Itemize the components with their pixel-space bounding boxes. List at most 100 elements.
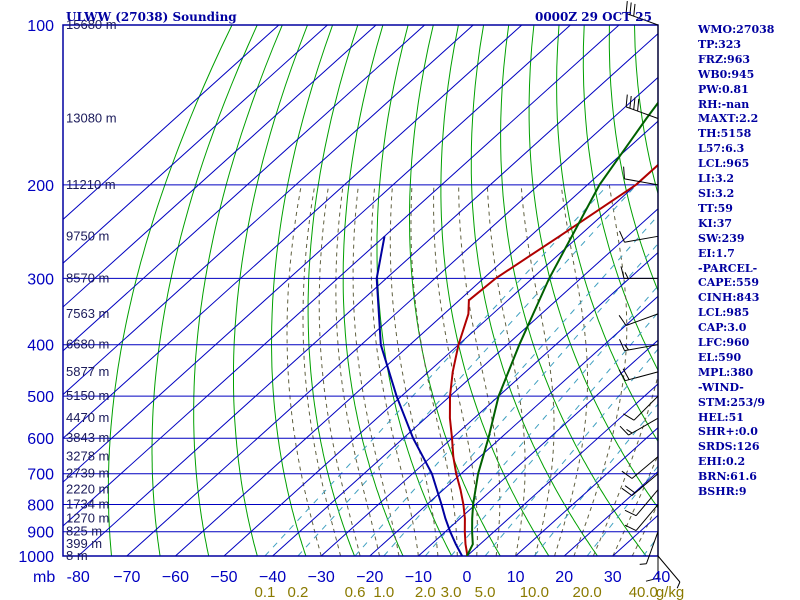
wind-barb: [645, 544, 659, 582]
isotherm: [272, 208, 658, 556]
index-item: TT:59: [698, 201, 733, 215]
temperature-tick-label: 0: [463, 569, 472, 586]
index-item: MAXT:2.2: [698, 112, 759, 126]
dry-adiabat: [270, 25, 334, 556]
wind-barb: [621, 456, 659, 479]
height-label: 5877 m: [66, 364, 109, 379]
isotherm: [63, 25, 474, 396]
isotherm: [369, 295, 658, 556]
wind-barb: [625, 94, 659, 119]
moist-adiabat: [335, 184, 380, 556]
height-label: 1734 m: [66, 497, 109, 512]
height-label: 1270 m: [66, 511, 109, 526]
pressure-tick-label: 100: [27, 18, 54, 35]
wind-barb: [657, 555, 681, 589]
wind-barb: [619, 230, 659, 243]
moist-adiabat: [573, 184, 628, 556]
moist-adiabat: [370, 184, 419, 556]
wind-barb: [623, 166, 659, 186]
index-item: RH:-nan: [698, 97, 750, 111]
mixing-ratio-tick-label: 40.0: [629, 584, 658, 600]
height-label: 11210 m: [66, 177, 116, 192]
dry-adiabat: [342, 25, 404, 556]
pressure-tick-label: 1000: [18, 549, 54, 566]
dry-adiabat: [193, 25, 283, 556]
pressure-tick-label: 700: [27, 467, 54, 484]
dry-adiabat: [233, 25, 308, 556]
height-label: 9750 m: [66, 228, 109, 243]
temperature-tick-label: 10: [507, 569, 525, 586]
isotherm: [63, 25, 377, 308]
chart-title: ULWW (27038) Sounding: [66, 10, 237, 24]
index-item: -PARCEL-: [698, 261, 758, 275]
mixing-ratio-line: [264, 184, 609, 556]
mixing-ratio-line: [383, 243, 658, 556]
mixing-ratio-tick-label: 0.6: [345, 584, 366, 600]
height-label: 13080 m: [66, 111, 117, 126]
background-lines: [107, 25, 658, 556]
dry-adiabat: [408, 25, 501, 556]
isotherm: [63, 25, 328, 264]
wind-barb: [620, 266, 659, 279]
pressure-tick-label: 200: [27, 178, 54, 195]
mixing-ratio-tick-label: 0.2: [288, 584, 309, 600]
height-label: 2220 m: [66, 482, 109, 497]
wind-barb: [624, 504, 659, 532]
mixing-ratio-line: [450, 311, 658, 556]
index-item: WB0:945: [698, 67, 755, 81]
mixing-ratio-tick-label: 5.0: [475, 584, 496, 600]
index-item: TH:5158: [698, 127, 752, 141]
temperature-tick-label: −10: [405, 569, 432, 586]
temperature-tick-label: 40: [653, 569, 671, 586]
height-label: 825 m: [66, 524, 102, 539]
profiles: [375, 101, 658, 556]
mixing-ratio-tick-label: 10.0: [520, 584, 549, 600]
index-item: EI:1.7: [698, 246, 735, 260]
index-item: KI:37: [698, 216, 733, 230]
index-item: LFC:960: [698, 336, 750, 350]
index-item: LCL:965: [698, 157, 750, 171]
temperature-tick-label: -80: [67, 569, 90, 586]
dewpoint-profile-line: [375, 236, 463, 556]
index-item: LI:3.2: [698, 172, 735, 186]
index-item: SW:239: [698, 231, 745, 245]
index-item: BSHR:9: [698, 485, 747, 499]
index-item: STM:253/9: [698, 395, 765, 409]
mixing-ratio-tick-label: 3.0: [441, 584, 462, 600]
index-item: LCL:985: [698, 306, 750, 320]
index-item: CAP:3.0: [698, 321, 747, 335]
y-axis-unit-label: mb: [33, 569, 55, 586]
height-label: 15680 m: [66, 17, 117, 32]
mixing-ratio-unit-label: g/kg: [656, 584, 684, 600]
height-label: 8570 m: [66, 270, 109, 285]
mixing-ratio-tick-label: 20.0: [573, 584, 602, 600]
isotherm: [63, 25, 620, 527]
index-item: BRN:61.6: [698, 470, 757, 484]
stability-indices: WMO:27038 TP:323 FRZ:963 WB0:945 PW:0.81 RH:-…: [698, 23, 774, 500]
index-item: SRDS:126: [698, 440, 760, 454]
wind-barb: [618, 368, 659, 382]
moist-adiabat: [554, 184, 588, 556]
wind-barbs: [618, 1, 681, 589]
moist-adiabat: [486, 184, 526, 556]
height-label: 6680 m: [66, 337, 109, 352]
dry-adiabat: [107, 25, 233, 556]
isotherm: [466, 383, 658, 556]
wind-barb: [624, 489, 659, 517]
height-label: 8 m: [66, 548, 88, 563]
dry-adiabat: [556, 25, 658, 443]
pressure-tick-label: 500: [27, 389, 54, 406]
isotherm: [418, 339, 658, 556]
index-item: EL:590: [698, 350, 742, 364]
isotherm: [77, 32, 658, 556]
dry-adiabat: [376, 25, 453, 556]
isotherm: [515, 427, 658, 556]
height-label: 2739 m: [66, 466, 109, 481]
temperature-tick-label: −20: [356, 569, 383, 586]
index-item: HEL:51: [698, 410, 744, 424]
temperature-tick-label: −60: [162, 569, 189, 586]
index-item: FRZ:963: [698, 52, 751, 66]
isotherm: [63, 25, 523, 440]
